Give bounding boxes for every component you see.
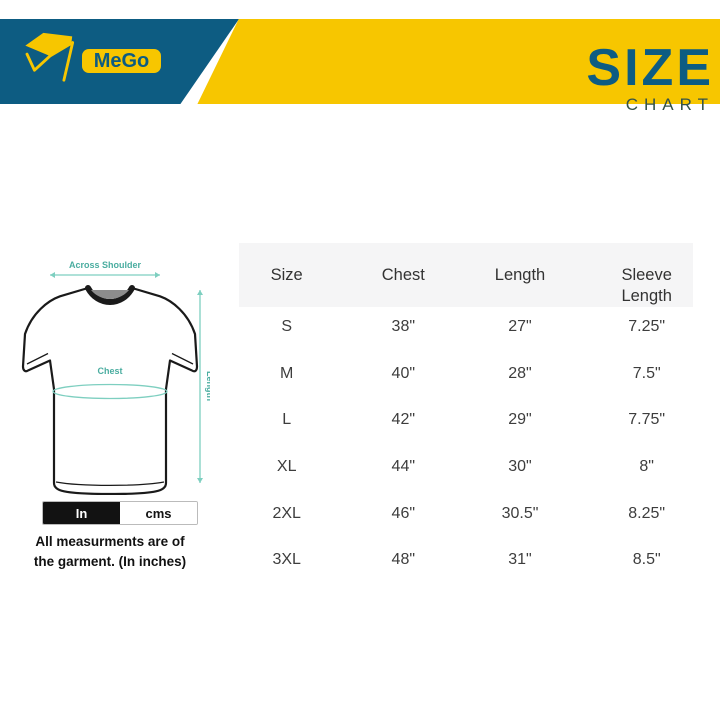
svg-text:Length: Length: [205, 371, 210, 401]
svg-text:Chest: Chest: [97, 366, 122, 376]
svg-text:Across Shoulder: Across Shoulder: [69, 260, 142, 270]
